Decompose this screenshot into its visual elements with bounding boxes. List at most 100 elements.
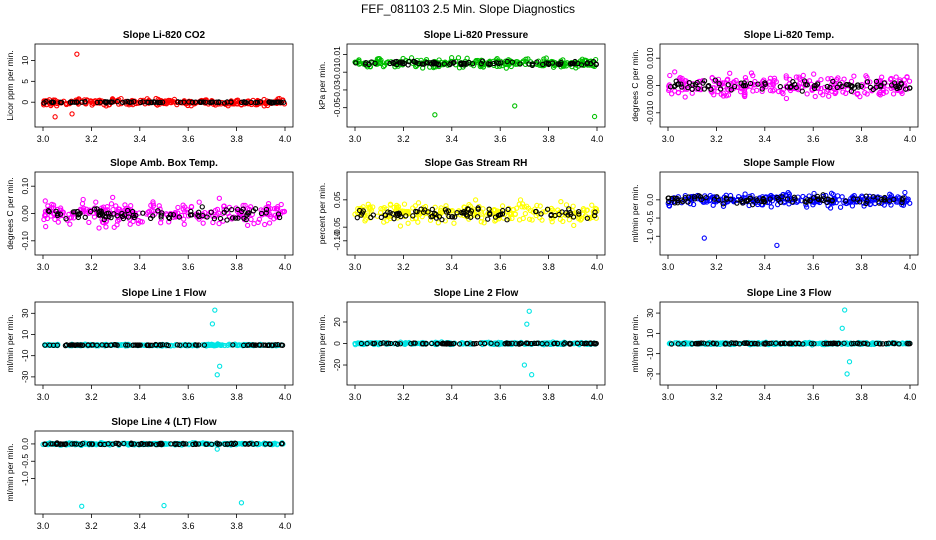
data-point bbox=[902, 189, 908, 196]
data-point bbox=[787, 340, 793, 346]
data-point bbox=[240, 206, 246, 212]
data-point bbox=[209, 321, 216, 327]
data-point bbox=[720, 203, 727, 209]
data-point bbox=[127, 221, 133, 227]
x-tick-label: 3.0 bbox=[37, 262, 50, 272]
data-point bbox=[877, 92, 883, 98]
data-point bbox=[431, 60, 438, 66]
data-point bbox=[813, 82, 819, 89]
y-tick-label: -0.10 bbox=[20, 231, 30, 251]
data-point bbox=[67, 221, 73, 227]
data-point bbox=[125, 207, 131, 214]
data-point bbox=[256, 216, 263, 222]
y-axis-label: ml/min per min. bbox=[317, 314, 327, 372]
data-point bbox=[113, 440, 119, 446]
x-tick-label: 3.8 bbox=[230, 262, 243, 272]
data-point bbox=[403, 340, 409, 347]
data-point bbox=[519, 204, 525, 210]
data-point bbox=[439, 216, 445, 223]
data-point bbox=[175, 99, 181, 105]
data-point bbox=[50, 99, 57, 105]
data-point bbox=[57, 205, 64, 211]
data-point bbox=[727, 192, 734, 199]
data-point bbox=[726, 87, 732, 93]
data-point bbox=[113, 203, 119, 209]
data-point bbox=[524, 321, 530, 327]
x-tick-label: 3.6 bbox=[182, 134, 195, 144]
data-point bbox=[116, 441, 122, 447]
x-tick-label: 3.6 bbox=[494, 262, 507, 272]
data-point bbox=[415, 200, 422, 206]
data-point bbox=[390, 211, 396, 217]
data-point bbox=[243, 99, 249, 106]
data-point bbox=[177, 342, 183, 348]
data-point bbox=[451, 59, 457, 65]
series-primary bbox=[40, 51, 288, 120]
data-point bbox=[904, 74, 910, 80]
data-point bbox=[177, 99, 184, 105]
x-tick-label: 3.4 bbox=[759, 134, 772, 144]
x-tick-label: 3.4 bbox=[759, 262, 772, 272]
data-point bbox=[125, 214, 132, 220]
data-point bbox=[279, 208, 285, 215]
data-point bbox=[250, 441, 256, 447]
data-point bbox=[232, 215, 239, 221]
data-point bbox=[114, 342, 120, 348]
data-point bbox=[907, 85, 913, 91]
data-point bbox=[523, 340, 530, 346]
data-point bbox=[849, 83, 855, 89]
data-point bbox=[701, 340, 707, 346]
y-tick-label: -30 bbox=[20, 370, 30, 383]
data-point bbox=[63, 342, 70, 348]
data-point bbox=[759, 88, 765, 94]
data-point bbox=[848, 341, 855, 347]
data-point bbox=[61, 441, 67, 447]
data-point bbox=[562, 212, 569, 218]
data-point bbox=[825, 196, 832, 202]
x-tick-label: 3.2 bbox=[710, 392, 723, 402]
x-tick-label: 4.0 bbox=[279, 392, 292, 402]
x-tick-label: 3.0 bbox=[662, 134, 675, 144]
y-axis-label: ml/min per min. bbox=[630, 184, 640, 242]
data-point bbox=[834, 84, 840, 90]
data-point bbox=[148, 99, 155, 106]
data-point bbox=[251, 220, 257, 227]
data-point bbox=[181, 99, 187, 105]
data-point bbox=[264, 342, 271, 349]
data-point bbox=[673, 78, 679, 84]
data-point bbox=[718, 91, 724, 97]
data-point bbox=[57, 211, 64, 217]
data-point bbox=[474, 214, 481, 220]
data-point bbox=[441, 61, 448, 67]
data-point bbox=[760, 195, 766, 202]
series-black bbox=[42, 341, 286, 349]
data-point bbox=[144, 342, 151, 348]
data-point bbox=[43, 99, 49, 105]
x-tick-label: 4.0 bbox=[591, 262, 604, 272]
data-point bbox=[591, 113, 598, 120]
data-point bbox=[811, 341, 817, 347]
data-point bbox=[265, 200, 272, 207]
data-point bbox=[403, 213, 409, 219]
data-point bbox=[52, 216, 58, 223]
data-point bbox=[181, 216, 187, 222]
data-point bbox=[237, 211, 244, 217]
series-black bbox=[45, 204, 283, 223]
x-tick-label: 3.6 bbox=[494, 392, 507, 402]
data-point bbox=[866, 193, 873, 199]
data-point bbox=[518, 340, 524, 346]
data-point bbox=[419, 61, 426, 67]
data-point bbox=[741, 92, 747, 98]
data-point bbox=[789, 199, 795, 205]
data-point bbox=[591, 340, 597, 346]
data-point bbox=[478, 61, 484, 67]
data-point bbox=[883, 341, 889, 347]
series-black bbox=[354, 205, 598, 223]
data-point bbox=[777, 83, 783, 90]
data-point bbox=[432, 112, 438, 118]
data-point bbox=[477, 340, 483, 346]
y-axis-label: percent per min. bbox=[317, 183, 327, 244]
data-point bbox=[509, 340, 515, 346]
data-point bbox=[245, 210, 251, 216]
data-point bbox=[428, 214, 434, 220]
